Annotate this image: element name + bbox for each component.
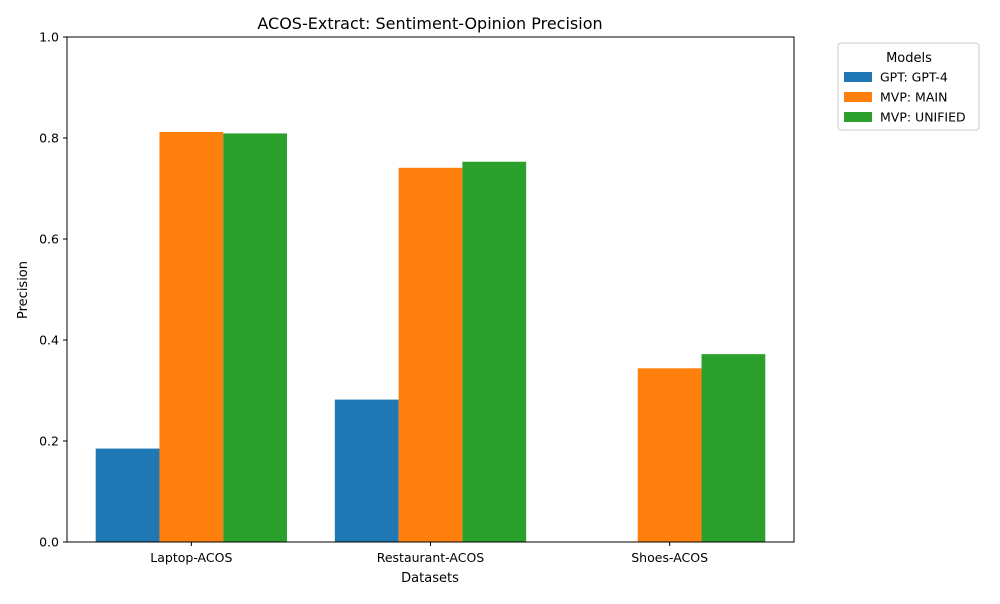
legend-label: MVP: MAIN [880,90,947,105]
x-axis-ticks: Laptop-ACOS Restaurant-ACOS Shoes-ACOS [150,542,708,565]
chart-title: ACOS-Extract: Sentiment-Opinion Precisio… [257,14,602,33]
y-tick-label: 0.6 [39,232,59,247]
bar-restaurant-acos-series-1 [334,399,399,542]
y-tick-label: 0.0 [39,535,59,550]
x-tick-label: Shoes-ACOS [631,550,708,565]
legend-swatch [844,92,872,102]
legend-box [837,42,980,131]
bar-laptop-acos-series-2 [159,131,224,542]
bar-shoes-acos-series-3 [701,354,766,542]
y-tick-label: 1.0 [39,30,59,45]
bar-shoes-acos-series-2 [637,368,702,542]
x-axis-label: Datasets [401,571,459,586]
legend-title: Models [886,51,932,66]
legend-label: MVP: UNIFIED [880,110,966,125]
legend-swatch [844,112,872,122]
legend-items: GPT: GPT-4 MVP: MAIN MVP: UNIFIED [844,70,966,125]
legend: Models GPT: GPT-4 MVP: MAIN MVP: UNIFIED [837,42,980,131]
bar-restaurant-acos-series-3 [462,161,527,543]
x-tick-label: Laptop-ACOS [150,550,232,565]
bar-laptop-acos-series-1 [95,448,160,542]
y-tick-label: 0.4 [39,333,59,348]
y-tick-label: 0.8 [39,131,59,146]
bar-restaurant-acos-series-2 [398,167,463,543]
y-axis-ticks: 0.0 0.2 0.4 0.6 0.8 1.0 [39,30,67,550]
legend-swatch [844,72,872,82]
bars-group [95,131,766,543]
legend-label: GPT: GPT-4 [880,70,948,85]
y-tick-label: 0.2 [39,434,59,449]
x-tick-label: Restaurant-ACOS [377,550,485,565]
y-axis-label: Precision [16,261,31,319]
bar-laptop-acos-series-3 [223,133,288,542]
